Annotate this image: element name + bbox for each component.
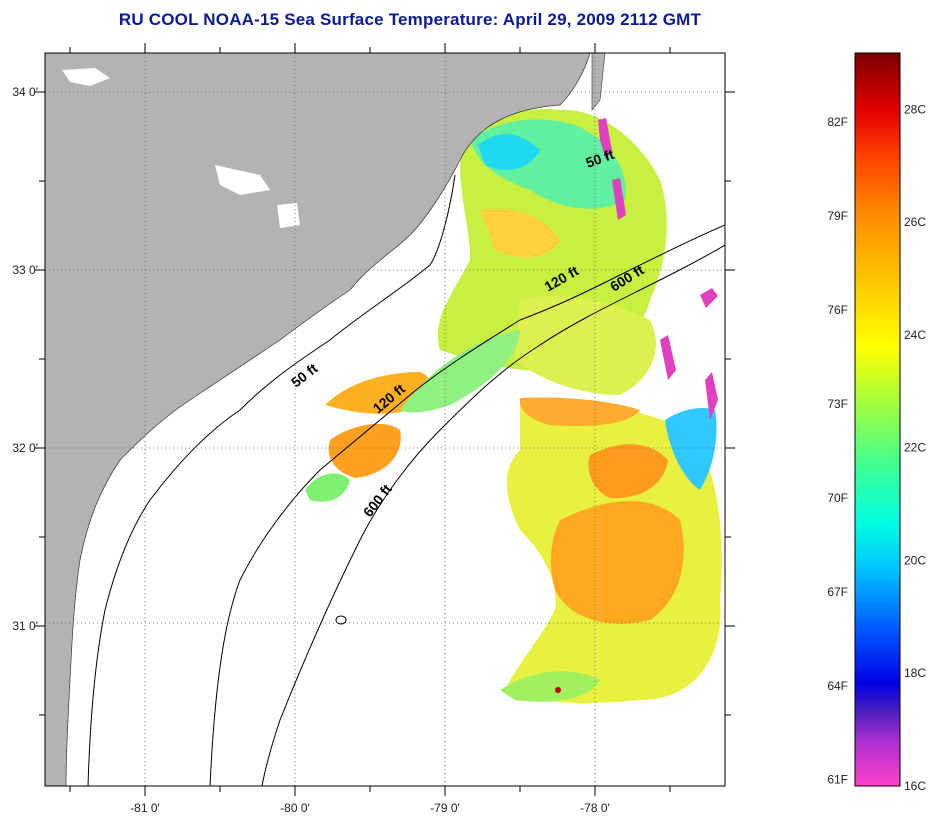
colorbar-celsius-label: 22C (904, 441, 926, 455)
lon-tick-label: -79 0' (430, 801, 460, 815)
colorbar-fahrenheit-label: 79F (827, 209, 848, 223)
sst-patch-cold-magenta2 (612, 178, 626, 220)
sst-patch-north-cyan (478, 134, 540, 170)
sst-patch-cold-magenta3 (700, 288, 718, 308)
sst-patch-west-green (305, 473, 350, 502)
colorbar-fahrenheit-label: 64F (827, 679, 848, 693)
colorbar-fahrenheit-label: 82F (827, 115, 848, 129)
land-island-north (591, 53, 606, 111)
lat-tick-label: 32 0' (12, 441, 38, 455)
land-mass (45, 53, 591, 786)
axis-ticks (35, 43, 735, 796)
sst-warm-spot (555, 687, 561, 693)
gridlines (45, 53, 725, 786)
colorbar-celsius-label: 16C (904, 779, 926, 793)
sst-patch-west-orange (325, 372, 431, 414)
colorbar-fahrenheit-label: 67F (827, 585, 848, 599)
sst-patch-band-orange (519, 397, 640, 427)
colorbar-celsius-label: 18C (904, 666, 926, 680)
colorbar-celsius-label: 20C (904, 553, 926, 567)
inland-lake-3 (277, 203, 300, 228)
sst-patch-mid-yellow (515, 296, 656, 395)
sst-patch-west-orange2 (328, 423, 401, 478)
colorbar-fahrenheit-label: 73F (827, 397, 848, 411)
plot-frame (44, 52, 726, 787)
inland-lake (62, 68, 110, 86)
colorbar: 82F 79F 76F 73F 70F 67F 64F 61F 28C 26C 24C 22C 20C 1… (827, 52, 926, 793)
lat-tick-label: 33 0' (12, 263, 38, 277)
iso-50-line (87, 174, 456, 786)
iso-600-line (261, 244, 725, 786)
isobath-lines (87, 174, 725, 786)
sst-patch-east-magenta (705, 372, 718, 420)
lon-tick-label: -78 0' (580, 801, 610, 815)
lon-tick-label: -80 0' (280, 801, 310, 815)
colorbar-fahrenheit-label: 70F (827, 491, 848, 505)
iso-120-line (209, 224, 725, 786)
colorbar-gradient (854, 52, 901, 787)
colorbar-celsius-label: 24C (904, 328, 926, 342)
sst-patch-cold-magenta4 (660, 335, 676, 380)
iso-600-seamount (335, 615, 347, 625)
sst-patch-south-green (500, 671, 600, 702)
axis-tick-labels: -81 0' -80 0' -79 0' -78 0' 34 0' 33 0' 32 0' 3… (12, 85, 609, 815)
colorbar-celsius-label: 26C (904, 215, 926, 229)
lat-tick-label: 31 0' (12, 619, 38, 633)
colorbar-fahrenheit-label: 61F (827, 773, 848, 787)
sst-patch-north-orange (480, 208, 560, 258)
sst-patch-south-orange (550, 501, 684, 624)
sst-patch-south-orange2 (588, 444, 668, 499)
inland-lake-2 (215, 165, 270, 195)
sst-patch-cold-magenta (598, 118, 612, 160)
lon-tick-label: -81 0' (130, 801, 160, 815)
sst-patch-east-cool (665, 408, 717, 490)
map-title: RU COOL NOAA-15 Sea Surface Temperature:… (118, 10, 702, 29)
colorbar-celsius-label: 28C (904, 102, 926, 116)
lat-tick-label: 34 0' (12, 85, 38, 99)
colorbar-labels: 82F 79F 76F 73F 70F 67F 64F 61F 28C 26C 24C 22C 20C 1… (827, 102, 926, 793)
colorbar-fahrenheit-label: 76F (827, 303, 848, 317)
sst-patch-shelf-green (400, 330, 520, 413)
